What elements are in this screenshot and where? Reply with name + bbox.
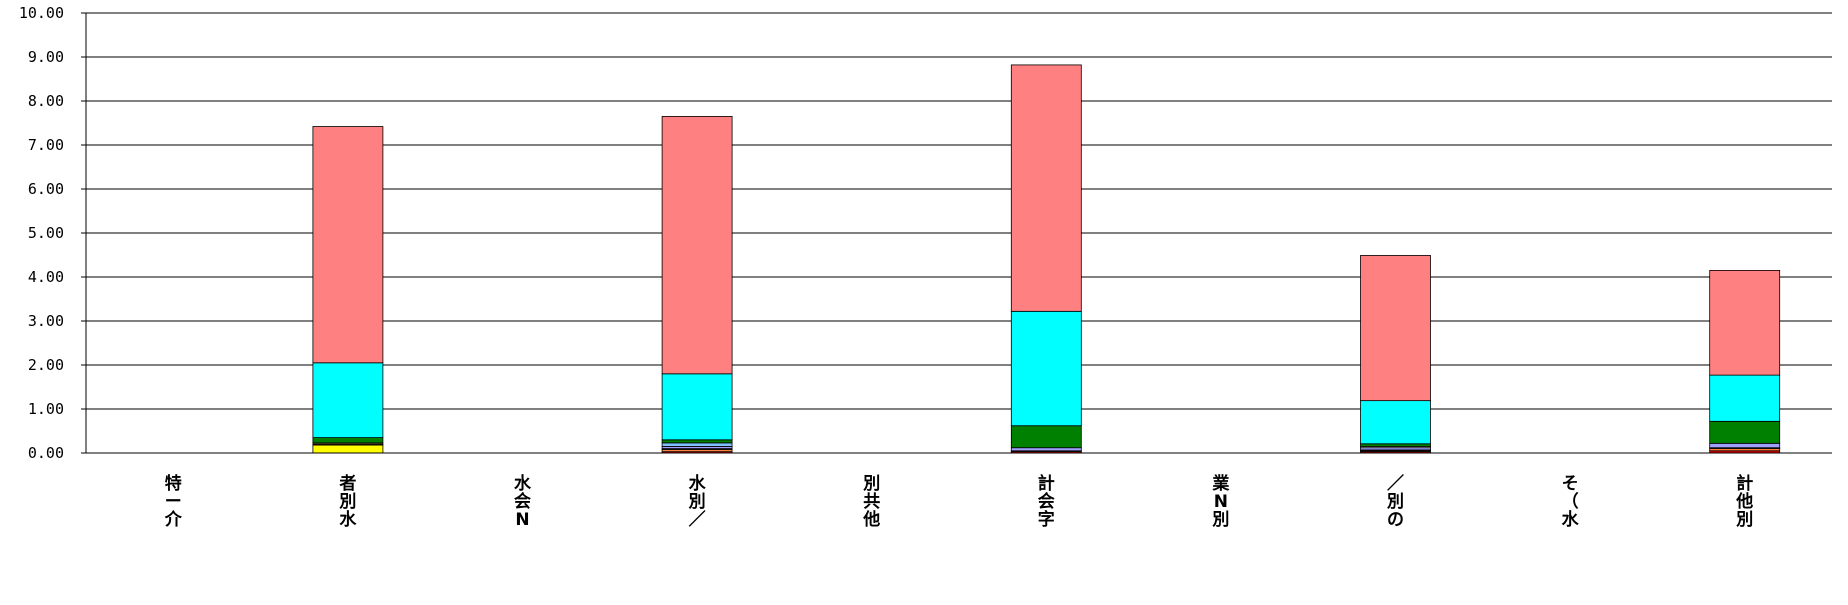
x-category-label-char: 特 (165, 473, 182, 494)
x-category-label: ／別の (1386, 473, 1404, 530)
x-category-label-char: 水 (514, 473, 532, 494)
bar-segment (312, 362, 384, 438)
bar-segment (661, 373, 733, 441)
x-category-label-char: 別 (1735, 510, 1753, 530)
x-category-label: 水会N (514, 473, 532, 530)
x-category-label-char: 字 (1038, 509, 1055, 530)
bar-segment (312, 437, 384, 444)
x-category-label-char: 別 (688, 492, 706, 512)
bar-segment (1709, 269, 1781, 376)
bar-stack (312, 126, 384, 454)
x-category-label: 者別水 (338, 473, 357, 530)
x-category-label-char: （ (1562, 491, 1579, 512)
bar-segment (1360, 255, 1431, 402)
x-category-label-char: ー (165, 492, 182, 512)
bar-segment (1709, 374, 1781, 422)
y-tick-label: 4.00 (28, 268, 64, 286)
bar-segment (312, 126, 384, 364)
bar-stack (1010, 64, 1082, 454)
x-category-label-char: 業 (1212, 473, 1229, 494)
x-category-label-char: 介 (164, 509, 183, 530)
bar-stack (1360, 255, 1431, 454)
y-tick-label: 0.00 (28, 444, 64, 462)
x-category-label-char: 計 (1736, 473, 1753, 494)
x-category-label-char: 会 (1038, 491, 1055, 512)
axes (81, 12, 1832, 454)
y-tick-label: 3.00 (28, 312, 64, 330)
x-category-label: 別共他 (862, 474, 880, 530)
y-axis-tick-labels: 0.00 1.00 2.00 3.00 4.00 5.00 6.00 7.00 8.00 9.00… (19, 4, 64, 462)
x-category-label-char: N (515, 510, 529, 530)
bars (312, 64, 1781, 454)
x-category-label: 計他別 (1735, 473, 1753, 530)
y-tick-label: 6.00 (28, 180, 64, 198)
x-category-label-char: ／ (1387, 473, 1404, 494)
x-category-label-char: 他 (1735, 491, 1753, 512)
x-category-label-char: の (1387, 510, 1404, 530)
bar-segment (1010, 310, 1082, 427)
bar-segment (1709, 442, 1781, 449)
x-category-label-char: ／ (689, 509, 706, 530)
bar-segment (661, 442, 733, 447)
x-category-label-char: 者 (338, 473, 356, 494)
x-category-label: 業N別 (1211, 473, 1229, 530)
y-tick-label: 2.00 (28, 356, 64, 374)
x-category-label-char: N (1214, 492, 1228, 512)
x-category-label-char: 水 (689, 473, 707, 494)
y-tick-label: 1.00 (28, 400, 64, 418)
x-category-label: そ（水 (1562, 474, 1580, 530)
y-tick-label: 5.00 (28, 224, 64, 242)
x-category-label-char: 会 (514, 491, 531, 512)
bar-segment (1010, 425, 1082, 449)
x-category-label-char: 別 (1211, 510, 1229, 530)
x-category-label-char: そ (1562, 474, 1579, 494)
x-category-label-char: 水 (339, 509, 357, 530)
bar-stack (661, 116, 733, 454)
bar-segment (1709, 420, 1781, 444)
y-tick-label: 8.00 (28, 92, 64, 110)
x-category-label: 特ー介 (164, 473, 183, 530)
bar-segment (1010, 447, 1082, 452)
bar-segment (1360, 400, 1431, 445)
bar-segment (312, 444, 384, 454)
y-tick-label: 10.00 (19, 4, 64, 22)
bar-segment (1010, 64, 1082, 312)
y-tick-label: 9.00 (28, 48, 64, 66)
x-category-label-char: 別 (862, 474, 880, 494)
y-tick-label: 7.00 (28, 136, 64, 154)
x-category-label-char: 共 (863, 492, 880, 512)
x-category-label-char: 計 (1038, 473, 1055, 494)
x-category-label: 計会字 (1038, 473, 1055, 530)
bar-stack (1709, 269, 1781, 454)
bar-segment (661, 439, 733, 444)
x-category-label-char: 他 (862, 509, 880, 530)
x-category-label-char: 別 (338, 492, 356, 512)
x-category-label-char: 水 (1562, 509, 1580, 530)
bar-segment (661, 116, 733, 375)
x-category-label: 水別／ (688, 473, 707, 530)
x-category-label-char: 別 (1386, 492, 1404, 512)
